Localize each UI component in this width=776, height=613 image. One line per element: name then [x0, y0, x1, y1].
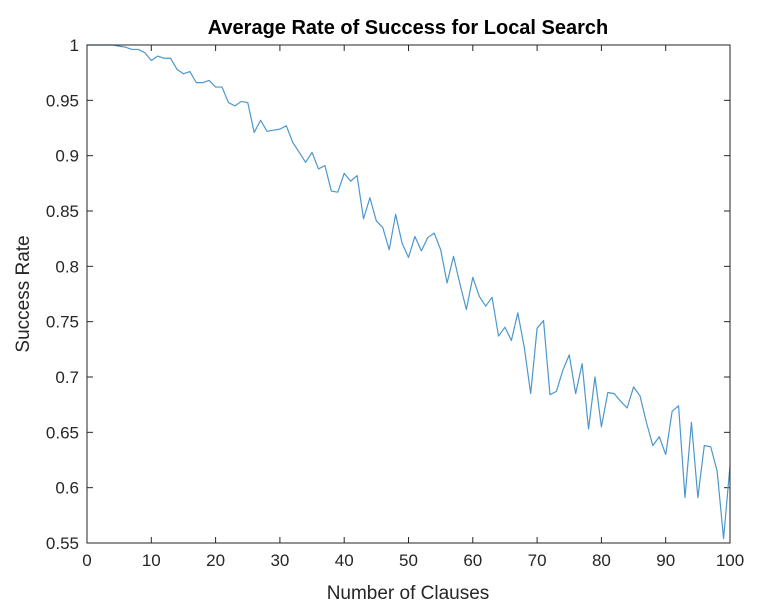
y-tick-label: 0.6 [55, 479, 79, 498]
x-tick-label: 100 [716, 551, 744, 570]
chart-title: Average Rate of Success for Local Search [208, 17, 609, 39]
plot-area [87, 44, 731, 540]
x-tick-label: 20 [206, 551, 225, 570]
x-tick-label: 90 [656, 551, 675, 570]
x-axis-label: Number of Clauses [327, 583, 490, 604]
y-tick-label: 0.7 [55, 368, 79, 387]
y-tick-label: 0.9 [55, 147, 79, 166]
y-tick-label: 0.65 [46, 423, 79, 442]
x-tick-label: 0 [82, 551, 91, 570]
x-tick-label: 70 [528, 551, 547, 570]
axes-frame [86, 44, 731, 544]
series-line [87, 44, 731, 540]
y-tick-label: 0.95 [46, 91, 79, 110]
x-tick-label: 60 [463, 551, 482, 570]
y-axis-label: Success Rate [13, 235, 34, 352]
y-tick-label: 1 [70, 36, 79, 55]
y-tick-label: 0.85 [46, 202, 79, 221]
y-axis: 0.55 0.6 0.65 0.7 0.75 0.8 0.85 0.9 0.95 1 [46, 36, 730, 553]
x-tick-label: 40 [335, 551, 354, 570]
y-tick-label: 0.75 [46, 313, 79, 332]
y-tick-label: 0.8 [55, 257, 79, 276]
x-tick-label: 30 [270, 551, 289, 570]
x-tick-label: 80 [592, 551, 611, 570]
x-tick-label: 10 [142, 551, 161, 570]
x-tick-label: 50 [399, 551, 418, 570]
y-tick-label: 0.55 [46, 534, 79, 553]
x-axis: 0 10 20 30 40 50 60 70 80 90 100 [82, 45, 744, 570]
